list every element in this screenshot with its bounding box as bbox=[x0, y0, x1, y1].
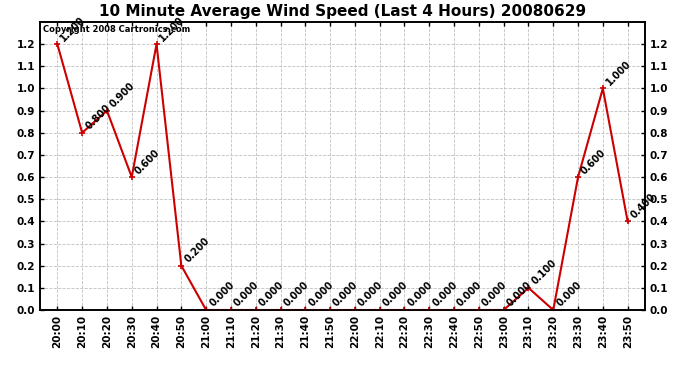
Text: 0.000: 0.000 bbox=[480, 280, 509, 309]
Text: 0.000: 0.000 bbox=[505, 280, 534, 309]
Text: 0.900: 0.900 bbox=[108, 81, 137, 110]
Text: 0.400: 0.400 bbox=[629, 192, 658, 220]
Text: 0.600: 0.600 bbox=[580, 147, 608, 176]
Text: 0.000: 0.000 bbox=[257, 280, 286, 309]
Text: 0.000: 0.000 bbox=[406, 280, 435, 309]
Text: 1.000: 1.000 bbox=[604, 58, 633, 87]
Text: 0.000: 0.000 bbox=[555, 280, 583, 309]
Text: 0.000: 0.000 bbox=[306, 280, 335, 309]
Text: 0.800: 0.800 bbox=[83, 103, 112, 132]
Text: 0.100: 0.100 bbox=[530, 258, 558, 287]
Text: 1.200: 1.200 bbox=[59, 14, 88, 43]
Text: 0.000: 0.000 bbox=[282, 280, 310, 309]
Text: Copyright 2008 Cartronics.com: Copyright 2008 Cartronics.com bbox=[43, 25, 190, 34]
Text: 0.200: 0.200 bbox=[183, 236, 211, 265]
Text: 0.600: 0.600 bbox=[133, 147, 161, 176]
Text: 0.000: 0.000 bbox=[331, 280, 360, 309]
Text: 0.000: 0.000 bbox=[208, 280, 236, 309]
Text: 0.000: 0.000 bbox=[455, 280, 484, 309]
Text: 1.200: 1.200 bbox=[158, 14, 186, 43]
Text: 0.000: 0.000 bbox=[431, 280, 460, 309]
Text: 0.000: 0.000 bbox=[232, 280, 261, 309]
Text: 0.000: 0.000 bbox=[356, 280, 385, 309]
Text: 0.000: 0.000 bbox=[381, 280, 410, 309]
Title: 10 Minute Average Wind Speed (Last 4 Hours) 20080629: 10 Minute Average Wind Speed (Last 4 Hou… bbox=[99, 4, 586, 20]
